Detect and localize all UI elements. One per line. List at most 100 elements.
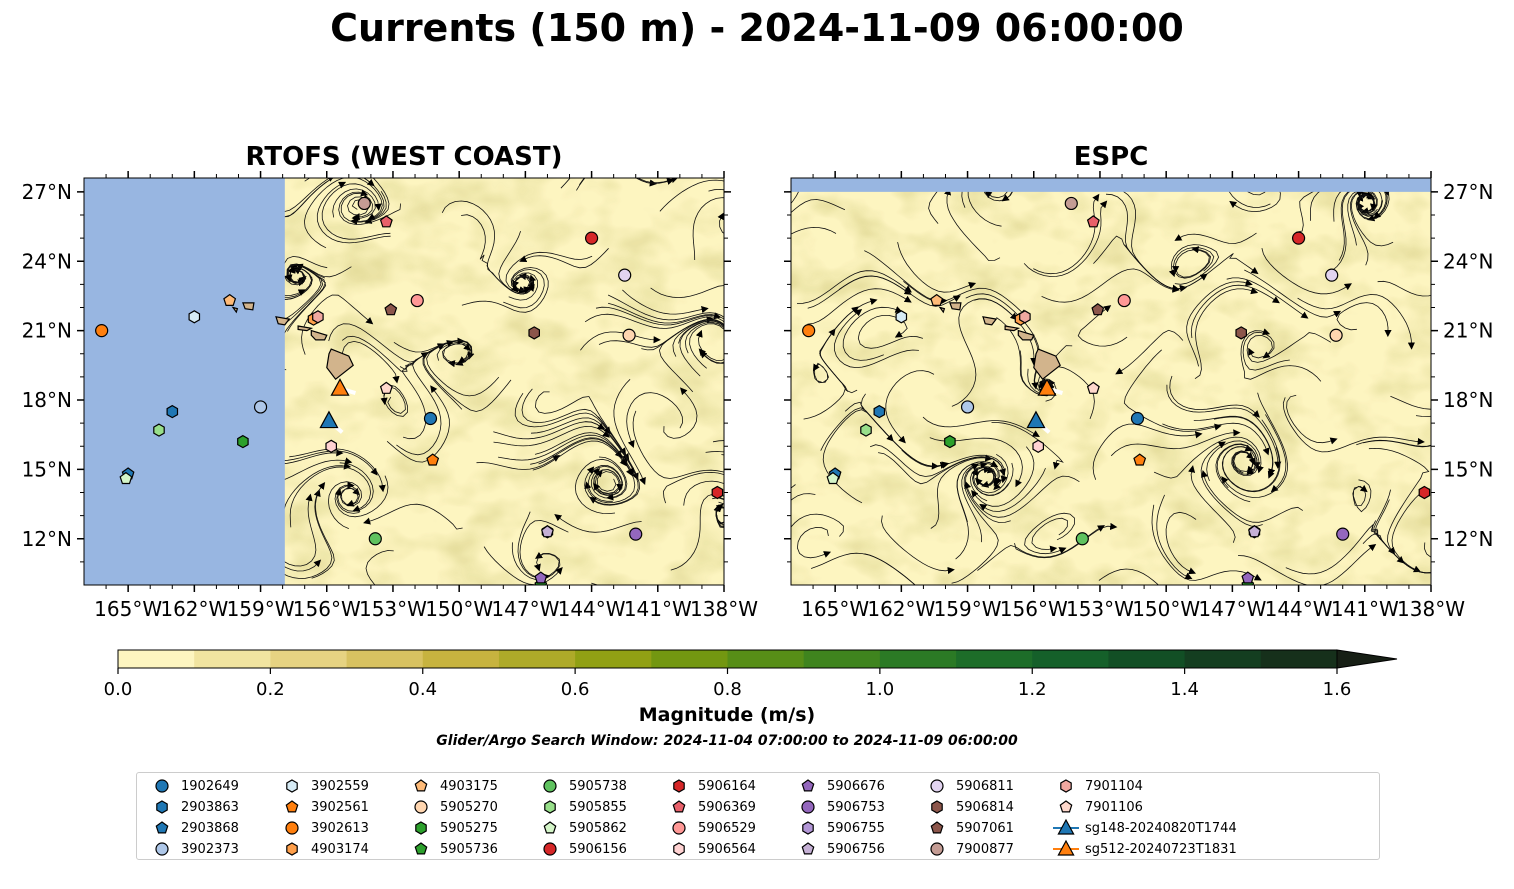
colorbar-tick-label: 0.6 (561, 679, 590, 700)
legend-marker-shape (155, 779, 169, 793)
legend-marker-shape (543, 842, 557, 856)
float-marker-5906529 (410, 293, 424, 308)
legend-item: 7901106 (1051, 797, 1143, 817)
y-tick-label: 18°N (1443, 388, 1493, 412)
figure-title: Currents (150 m) - 2024-11-09 06:00:00 (330, 6, 1184, 50)
colorbar-segment (1260, 650, 1338, 668)
float-marker-5905270 (1329, 328, 1343, 342)
no-data-mask (84, 178, 285, 585)
float-marker-5907061 (384, 303, 398, 316)
colorbar-segment (194, 650, 271, 668)
legend-marker-shape (801, 779, 815, 792)
legend-marker-shape (156, 800, 168, 814)
float-marker-5906814 (528, 326, 540, 340)
hawaiian-islands (938, 302, 1061, 381)
y-tick-label: 18°N (22, 388, 72, 412)
legend-marker (673, 842, 685, 856)
legend-marker (285, 800, 299, 813)
legend-label: 5905270 (440, 799, 498, 815)
float-marker-5906156 (1291, 231, 1306, 245)
legend-label: sg148-20240820T1744 (1085, 820, 1237, 836)
colorbar-segment (1108, 650, 1186, 668)
float-marker-3902561 (1133, 453, 1147, 466)
float-marker-7900877 (357, 196, 371, 211)
float-marker-3902561 (426, 453, 440, 466)
float-marker-1902649 (1130, 411, 1145, 426)
colorbar-segment (651, 650, 728, 668)
legend-marker-shape (801, 842, 815, 855)
float-marker-3902613 (95, 324, 109, 338)
colorbar-segment (1032, 650, 1109, 668)
x-tick-label: 144°W (1265, 597, 1333, 621)
legend-label: 5906753 (827, 799, 885, 815)
float-marker-5906564 (325, 439, 337, 453)
legend-marker-shape (414, 779, 428, 792)
float-marker-5906756 (1247, 525, 1261, 538)
colorbar-tick-label: 1.0 (866, 679, 895, 700)
legend-label: 5905275 (440, 820, 498, 836)
legend-label: 3902559 (311, 778, 369, 794)
colorbar-tick-label: 1.2 (1018, 679, 1047, 700)
float-marker-5906756 (540, 525, 554, 538)
legend-label: 5905736 (440, 841, 498, 857)
float-marker-3902373 (960, 400, 975, 414)
map-panel-rtofs: 165°W162°W159°W156°W153°W150°W147°W144°W… (22, 171, 758, 621)
legend-item: 5906564 (664, 839, 756, 859)
map-panel-espc: 165°W162°W159°W156°W153°W150°W147°W144°W… (784, 171, 1493, 621)
colorbar-segment (803, 650, 881, 668)
legend-marker-shape (286, 842, 298, 856)
x-tick-label: 150°W (1132, 597, 1200, 621)
streamlines (791, 178, 1431, 585)
legend-marker (543, 842, 557, 856)
legend-item: 2903863 (147, 797, 239, 817)
legend-item: 5906156 (535, 839, 627, 859)
colorbar-segment (118, 650, 195, 668)
legend-marker (1053, 839, 1079, 856)
legend-item: 2903868 (147, 818, 239, 838)
panel-title-espc: ESPC (1073, 142, 1149, 172)
float-marker-5905862 (119, 471, 133, 485)
float-marker-5906814 (1235, 326, 1247, 340)
legend-item: 4903175 (406, 776, 498, 796)
legend-label: 2903868 (181, 820, 239, 836)
float-marker-5907061 (1091, 303, 1105, 316)
legend-marker-shape (673, 842, 685, 856)
legend-item: 4903174 (277, 839, 369, 859)
legend-marker-shape (286, 779, 298, 793)
colorbar-tick-label: 0.4 (408, 679, 437, 700)
y-tick-label: 15°N (1443, 457, 1493, 481)
legend-label: 5906814 (956, 799, 1014, 815)
colorbar-segment (727, 650, 805, 668)
float-marker-1902649 (423, 411, 438, 426)
x-tick-label: 138°W (690, 597, 758, 621)
legend-item: 5905738 (535, 776, 627, 796)
legend-marker (1060, 779, 1072, 793)
legend-label: 5906369 (698, 799, 756, 815)
legend-label: sg512-20240723T1831 (1085, 841, 1237, 857)
float-marker-5906676 (1241, 571, 1255, 584)
x-tick-label: 159°W (227, 597, 295, 621)
legend-marker-shape (930, 779, 944, 793)
y-tick-label: 15°N (22, 457, 72, 481)
x-tick-label: 159°W (934, 597, 1002, 621)
legend-item: 1902649 (147, 776, 239, 796)
x-tick-label: 147°W (1198, 597, 1266, 621)
x-tick-label: 162°W (867, 597, 935, 621)
legend-marker (672, 800, 686, 813)
float-marker-3902373 (253, 400, 268, 414)
legend-marker (285, 821, 299, 835)
float-marker-2903863 (166, 404, 179, 419)
y-tick-label: 21°N (22, 319, 72, 343)
legend-marker (543, 821, 557, 834)
legend-marker (286, 779, 298, 793)
legend-label: 5907061 (956, 820, 1014, 836)
legend-item: 5906529 (664, 818, 756, 838)
legend-item: 5905270 (406, 797, 498, 817)
float-marker-5905738 (368, 532, 382, 546)
legend-item: 5906369 (664, 797, 756, 817)
search-window-caption: Glider/Argo Search Window: 2024-11-04 07… (436, 733, 1018, 749)
float-marker-5905275 (944, 434, 956, 449)
glider-marker-sg512-20240723T1831 (1037, 378, 1057, 396)
colorbar-segment (575, 650, 652, 668)
x-tick-label: 141°W (624, 597, 692, 621)
